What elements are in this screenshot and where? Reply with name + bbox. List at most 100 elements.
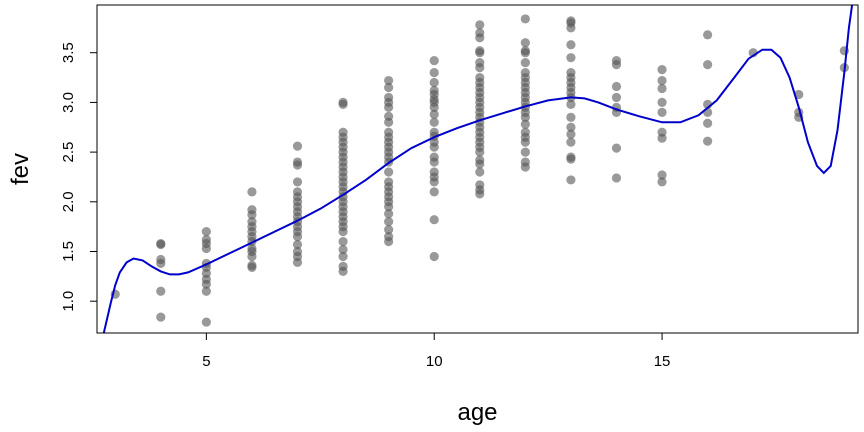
plot-frame	[96, 4, 859, 334]
data-point	[520, 38, 530, 48]
data-point	[566, 129, 576, 139]
data-point	[292, 239, 303, 250]
data-point	[475, 58, 485, 68]
data-point	[384, 231, 394, 242]
data-point	[520, 127, 530, 137]
x-tick-label: 15	[654, 353, 671, 370]
y-tick-label: 1.5	[60, 241, 77, 262]
data-point	[247, 187, 257, 197]
data-point	[429, 127, 439, 137]
data-point	[520, 14, 530, 24]
data-point	[703, 107, 713, 117]
data-point	[201, 286, 211, 296]
data-point	[429, 77, 439, 88]
data-point	[703, 60, 713, 70]
data-point	[703, 30, 713, 40]
data-point	[566, 53, 576, 63]
y-tick-label: 2.5	[60, 142, 77, 163]
data-point	[156, 312, 166, 322]
data-point	[520, 46, 530, 56]
data-point	[566, 40, 576, 50]
data-point	[520, 67, 530, 78]
data-point	[338, 236, 348, 247]
data-point	[566, 16, 576, 26]
data-point	[338, 261, 348, 272]
data-point	[657, 97, 667, 108]
data-point	[657, 177, 667, 187]
data-point	[338, 127, 348, 137]
data-point	[611, 173, 622, 183]
data-point	[566, 137, 576, 147]
data-point	[429, 117, 439, 127]
data-point	[292, 157, 303, 167]
data-point	[156, 254, 166, 265]
data-point	[292, 187, 303, 197]
x-axis-title: age	[457, 399, 497, 426]
data-points	[110, 14, 849, 327]
data-point	[384, 209, 394, 219]
data-point	[247, 205, 257, 215]
y-tick-label: 3.0	[60, 92, 77, 113]
data-point	[247, 243, 257, 254]
data-point	[429, 187, 439, 197]
data-point	[429, 152, 439, 162]
data-point	[475, 46, 485, 56]
data-point	[475, 28, 485, 38]
data-point	[247, 217, 257, 227]
data-point	[338, 251, 348, 262]
data-point	[429, 85, 439, 96]
data-point	[384, 92, 394, 103]
data-point	[384, 111, 394, 121]
data-point	[657, 107, 667, 117]
data-point	[247, 260, 257, 271]
data-point	[520, 157, 530, 167]
data-point	[703, 118, 713, 128]
data-point	[384, 75, 394, 86]
data-point	[566, 67, 576, 78]
data-point	[384, 167, 394, 177]
data-point	[520, 119, 530, 129]
x-tick-label: 10	[426, 353, 443, 370]
data-point	[657, 83, 667, 94]
y-axis: 1.0 1.5 2.0 2.5 3.0 3.5	[60, 42, 97, 312]
data-point	[475, 155, 485, 165]
data-point	[657, 127, 667, 137]
data-point	[611, 143, 622, 153]
data-point	[611, 56, 622, 66]
y-axis-title: fev	[7, 153, 34, 185]
data-point	[429, 215, 439, 225]
data-point	[657, 75, 667, 86]
data-point	[156, 286, 166, 296]
fitted-curve	[102, 4, 854, 334]
data-point	[429, 167, 439, 177]
data-point	[429, 67, 439, 78]
data-point	[566, 99, 576, 109]
data-point	[475, 72, 485, 83]
data-point	[384, 217, 394, 227]
data-point	[384, 177, 394, 187]
data-point	[475, 20, 485, 30]
data-point	[520, 58, 530, 68]
y-tick-label: 2.0	[60, 191, 77, 212]
y-tick-label: 3.5	[60, 42, 77, 63]
data-point	[475, 180, 485, 190]
data-point	[566, 112, 576, 122]
data-point	[292, 141, 303, 151]
data-point	[703, 136, 713, 146]
data-point	[566, 122, 576, 132]
data-point	[292, 246, 303, 257]
data-point	[338, 97, 348, 108]
data-point	[611, 81, 622, 92]
data-point	[657, 170, 667, 180]
data-point	[429, 56, 439, 66]
data-point	[338, 244, 348, 255]
data-point	[657, 65, 667, 75]
x-tick-label: 5	[202, 353, 210, 370]
data-point	[384, 127, 394, 137]
data-point	[292, 177, 303, 187]
data-point	[429, 251, 439, 262]
x-axis: 5 10 15	[202, 333, 670, 370]
data-point	[201, 317, 211, 327]
data-point	[156, 238, 166, 249]
